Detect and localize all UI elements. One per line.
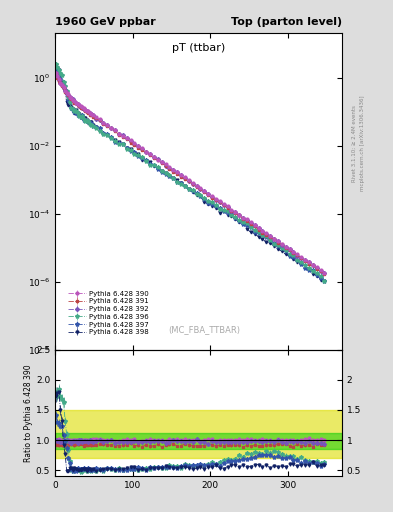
Text: 1960 GeV ppbar: 1960 GeV ppbar: [55, 16, 156, 27]
Text: mcplots.cern.ch [arXiv:1306.3436]: mcplots.cern.ch [arXiv:1306.3436]: [360, 96, 365, 191]
Bar: [55, 433, 342, 449]
Text: pT (ttbar): pT (ttbar): [172, 43, 225, 53]
Text: Top (parton level): Top (parton level): [231, 16, 342, 27]
Text: (MC_FBA_TTBAR): (MC_FBA_TTBAR): [168, 325, 240, 334]
Legend: Pythia 6.428 390, Pythia 6.428 391, Pythia 6.428 392, Pythia 6.428 396, Pythia 6: Pythia 6.428 390, Pythia 6.428 391, Pyth…: [67, 289, 150, 337]
Y-axis label: Ratio to Pythia 6.428 390: Ratio to Pythia 6.428 390: [24, 364, 33, 462]
Text: Rivet 3.1.10; ≥ 2.4M events: Rivet 3.1.10; ≥ 2.4M events: [352, 105, 357, 182]
Bar: [55, 410, 342, 458]
